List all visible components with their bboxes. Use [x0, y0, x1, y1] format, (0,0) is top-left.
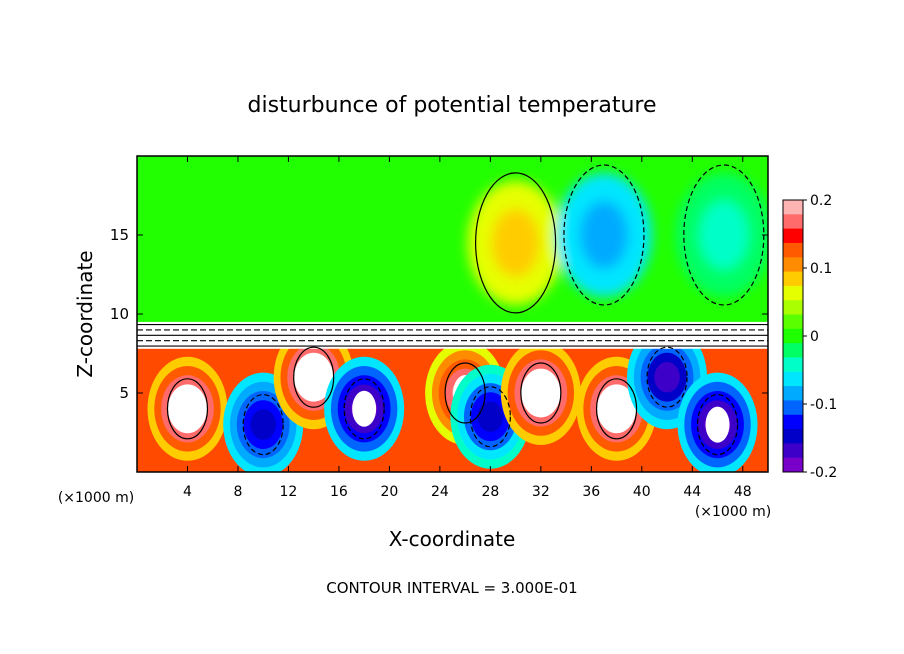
colorbar-swatch	[783, 228, 803, 244]
y-tick-label: 5	[119, 384, 129, 402]
colorbar-swatch	[783, 242, 803, 258]
contour-line	[469, 386, 511, 448]
field-band	[654, 362, 680, 393]
contour-line	[474, 172, 557, 314]
field-feature-saturated	[705, 406, 730, 443]
contour-line	[696, 394, 739, 456]
contour-line	[563, 164, 645, 306]
x-tick-label: 36	[582, 484, 600, 500]
field-feature-saturated	[175, 390, 200, 427]
x-tick-label: 44	[683, 484, 701, 500]
x-tick-label: 20	[380, 484, 398, 500]
colorbar-tick-label: -0.1	[810, 397, 837, 413]
x-tick-label: 28	[481, 484, 499, 500]
colorbar-swatch	[783, 414, 803, 430]
y-tick-label: 10	[110, 305, 129, 323]
plot-area	[137, 156, 768, 472]
field-feature-core	[579, 201, 628, 269]
upper-field-features	[467, 173, 768, 305]
colorbar-tick-label: 0.1	[810, 261, 832, 277]
colorbar-swatch	[783, 429, 803, 444]
x-axis: 4 8 12 16 20 24 28 32 36 40 44 48	[183, 156, 752, 500]
y-axis: 5 10 15	[110, 226, 768, 402]
field-feature-core	[491, 208, 540, 277]
upper-field-background	[137, 156, 768, 340]
x-tick-label: 8	[233, 484, 242, 500]
field-feature-core	[699, 201, 748, 269]
colorbar-tick-label: -0.2	[810, 465, 837, 481]
x-tick-label: 32	[532, 484, 550, 500]
x-axis-label: X-coordinate	[389, 527, 516, 551]
colorbar-swatch	[783, 271, 803, 287]
x-tick-label: 12	[280, 484, 298, 500]
field-feature-saturated	[604, 390, 629, 427]
colorbar-swatch	[783, 314, 803, 330]
contour-line	[444, 362, 486, 424]
contour-line	[293, 346, 335, 408]
lower-field-features	[147, 325, 758, 472]
colorbar-swatch	[783, 386, 803, 401]
colorbar-tick-label: 0	[810, 329, 819, 345]
contour-line	[242, 394, 284, 456]
colorbar-swatch	[783, 300, 803, 316]
x-unit-right: (×1000 m)	[695, 504, 771, 520]
colorbar-swatch	[783, 457, 803, 473]
x-tick-label: 48	[734, 484, 752, 500]
x-tick-label: 24	[431, 484, 449, 500]
contour-interval-note: CONTOUR INTERVAL = 3.000E-01	[326, 579, 577, 597]
colorbar-swatch	[783, 357, 803, 373]
field-band	[250, 409, 276, 440]
y-axis-label: Z-coordinate	[73, 250, 97, 377]
colorbar-swatch	[783, 285, 803, 301]
contour-line	[520, 362, 562, 424]
colorbar-swatch	[783, 328, 803, 344]
colorbar-swatch	[783, 400, 803, 416]
x-tick-label: 16	[330, 484, 348, 500]
x-tick-label: 4	[183, 484, 192, 500]
colorbar-tick-label: 0.2	[810, 193, 832, 209]
colorbar-swatch	[783, 200, 803, 215]
contour-line	[646, 346, 688, 408]
x-unit-left: (×1000 m)	[58, 490, 134, 506]
contour-line	[343, 378, 385, 440]
field-band	[477, 401, 504, 432]
inversion-layer	[137, 321, 768, 349]
field-feature-saturated	[352, 390, 377, 427]
contour-line	[166, 378, 209, 440]
x-tick-label: 40	[633, 484, 651, 500]
chart-title: disturbunce of potential temperature	[248, 93, 657, 118]
field-feature-saturated	[528, 375, 553, 411]
contour-line	[595, 378, 638, 440]
colorbar-swatch	[783, 443, 803, 459]
y-tick-label: 15	[110, 226, 129, 244]
colorbar: 0.2 0.1 0 -0.1 -0.2	[782, 193, 837, 481]
colorbar-swatch	[783, 371, 803, 387]
field-feature-saturated	[301, 359, 326, 396]
colorbar-swatch	[783, 214, 803, 230]
colorbar-swatch	[783, 257, 803, 273]
colorbar-swatch	[783, 343, 803, 358]
